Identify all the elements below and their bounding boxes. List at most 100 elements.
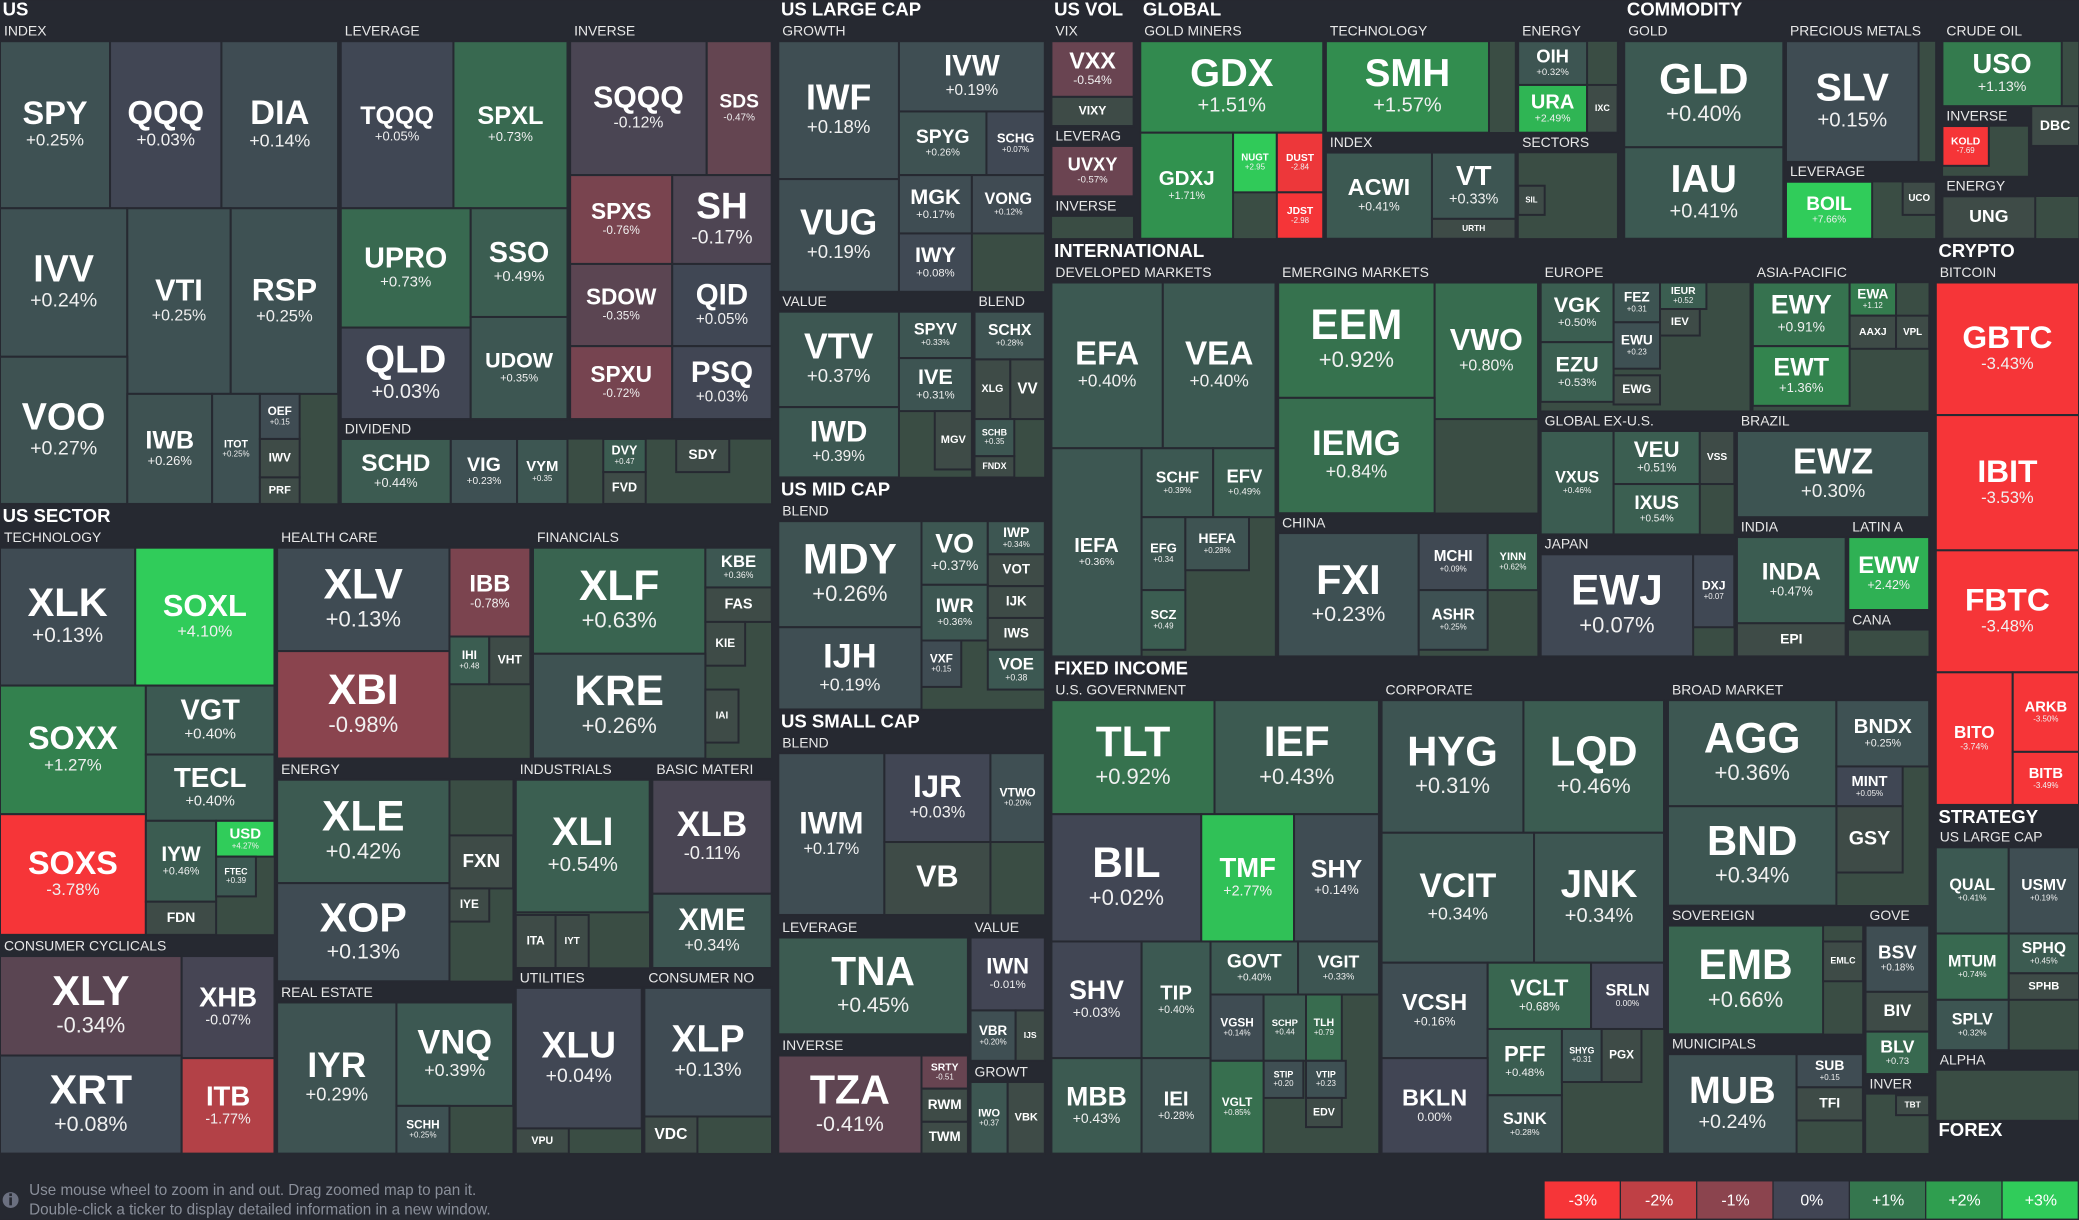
ticker[interactable]: AGG xyxy=(1704,714,1801,761)
ticker[interactable]: KOLD xyxy=(1951,136,1981,147)
ticker[interactable]: TWM xyxy=(929,1129,961,1144)
ticker[interactable]: VXUS xyxy=(1555,468,1599,486)
tile[interactable] xyxy=(1050,447,1143,658)
tile[interactable] xyxy=(1822,940,1864,983)
tile[interactable] xyxy=(1486,532,1540,592)
tile[interactable] xyxy=(1140,940,1212,1060)
ticker[interactable]: XLB xyxy=(677,805,748,844)
ticker[interactable]: EFA xyxy=(1075,335,1139,372)
tile[interactable] xyxy=(514,986,643,1130)
tile[interactable] xyxy=(2007,972,2079,1001)
ticker[interactable]: TQQQ xyxy=(360,102,434,130)
tile[interactable] xyxy=(1835,805,1904,874)
tile[interactable] xyxy=(1941,40,2063,108)
tile[interactable] xyxy=(1200,813,1296,943)
ticker[interactable]: RWM xyxy=(928,1097,962,1112)
ticker[interactable]: BIL xyxy=(1092,839,1160,886)
ticker[interactable]: IJS xyxy=(1024,1030,1037,1040)
ticker[interactable]: SCHG xyxy=(997,130,1035,145)
tile[interactable] xyxy=(897,110,988,177)
tile[interactable] xyxy=(1612,430,1701,486)
tile[interactable] xyxy=(704,546,773,589)
ticker[interactable]: SPHQ xyxy=(2022,940,2066,957)
ticker[interactable]: VGLT xyxy=(1222,1095,1253,1109)
tile[interactable] xyxy=(532,546,707,655)
ticker[interactable]: IEFA xyxy=(1074,535,1119,557)
tile[interactable] xyxy=(339,326,472,421)
ticker[interactable]: BITB xyxy=(2029,766,2063,782)
tile[interactable] xyxy=(920,639,963,688)
tile[interactable] xyxy=(1692,553,1736,629)
tile[interactable] xyxy=(1560,1027,1603,1084)
tile[interactable] xyxy=(554,913,590,969)
tile[interactable] xyxy=(602,471,647,505)
tile[interactable] xyxy=(1184,516,1250,572)
ticker[interactable]: OEF xyxy=(268,404,292,418)
ticker[interactable]: EWG xyxy=(1622,382,1651,396)
tile[interactable] xyxy=(0,546,137,687)
ticker[interactable]: KRE xyxy=(574,667,664,714)
tile[interactable] xyxy=(986,616,1046,651)
ticker[interactable]: VGSH xyxy=(1220,1015,1253,1029)
tile[interactable] xyxy=(1050,813,1203,943)
tile[interactable] xyxy=(1430,217,1517,240)
ticker[interactable]: VDC xyxy=(654,1126,687,1143)
tile[interactable] xyxy=(514,778,651,914)
ticker[interactable]: FAS xyxy=(724,597,752,613)
tile[interactable] xyxy=(180,1057,276,1155)
tile[interactable] xyxy=(1417,532,1489,592)
ticker[interactable]: GOVT xyxy=(1227,951,1282,973)
ticker[interactable]: XLE xyxy=(322,792,404,839)
ticker[interactable]: SRLN xyxy=(1606,981,1650,999)
ticker[interactable]: EFV xyxy=(1226,465,1263,486)
tile[interactable] xyxy=(144,684,276,756)
tile[interactable] xyxy=(969,1009,1017,1062)
ticker[interactable]: IYE xyxy=(460,897,479,911)
tile[interactable] xyxy=(1934,414,2079,552)
ticker[interactable]: VGK xyxy=(1554,292,1601,317)
ticker[interactable]: MDY xyxy=(803,535,897,582)
ticker[interactable]: LQD xyxy=(1550,728,1638,775)
ticker[interactable]: EDV xyxy=(1313,1106,1335,1118)
tile[interactable] xyxy=(973,455,1016,479)
ticker[interactable]: XOP xyxy=(320,894,407,940)
tile[interactable] xyxy=(220,40,340,210)
tile[interactable] xyxy=(1209,993,1265,1062)
tile[interactable] xyxy=(1050,144,1135,198)
ticker[interactable]: MBB xyxy=(1066,1081,1127,1111)
ticker[interactable]: EWY xyxy=(1771,290,1832,320)
ticker[interactable]: VO xyxy=(935,528,974,558)
tile[interactable] xyxy=(339,40,455,210)
ticker[interactable]: IWY xyxy=(915,242,956,267)
tile[interactable] xyxy=(1275,131,1325,194)
tile[interactable] xyxy=(1600,1027,1643,1084)
tile[interactable] xyxy=(1277,396,1436,515)
tile[interactable] xyxy=(704,688,740,744)
tile[interactable] xyxy=(1517,40,1589,86)
ticker[interactable]: IAI xyxy=(716,711,729,722)
ticker[interactable]: SMH xyxy=(1365,52,1450,95)
ticker[interactable]: PRF xyxy=(269,485,291,497)
tile[interactable] xyxy=(1586,83,1619,134)
tile[interactable] xyxy=(109,40,223,210)
tile[interactable] xyxy=(134,546,276,687)
tile[interactable] xyxy=(276,1001,398,1155)
ticker[interactable]: IEF xyxy=(1264,718,1330,765)
ticker[interactable]: VTV xyxy=(804,327,874,367)
tile[interactable] xyxy=(973,418,1016,458)
ticker[interactable]: AAXJ xyxy=(1859,327,1887,338)
ticker[interactable]: VWO xyxy=(1450,323,1523,357)
tile[interactable] xyxy=(883,841,992,916)
ticker[interactable]: VTIP xyxy=(1316,1069,1336,1079)
tile[interactable] xyxy=(144,819,218,903)
tile[interactable] xyxy=(452,40,569,210)
ticker[interactable]: EMB xyxy=(1698,941,1792,988)
ticker[interactable]: UDOW xyxy=(485,349,554,373)
ticker[interactable]: SOXS xyxy=(28,845,118,881)
ticker[interactable]: FNDX xyxy=(982,461,1006,471)
ticker[interactable]: SUB xyxy=(1815,1057,1844,1073)
ticker[interactable]: VTI xyxy=(155,273,203,307)
ticker[interactable]: VYM xyxy=(526,459,558,475)
tile[interactable] xyxy=(704,586,773,623)
ticker[interactable]: SPYG xyxy=(916,126,970,148)
